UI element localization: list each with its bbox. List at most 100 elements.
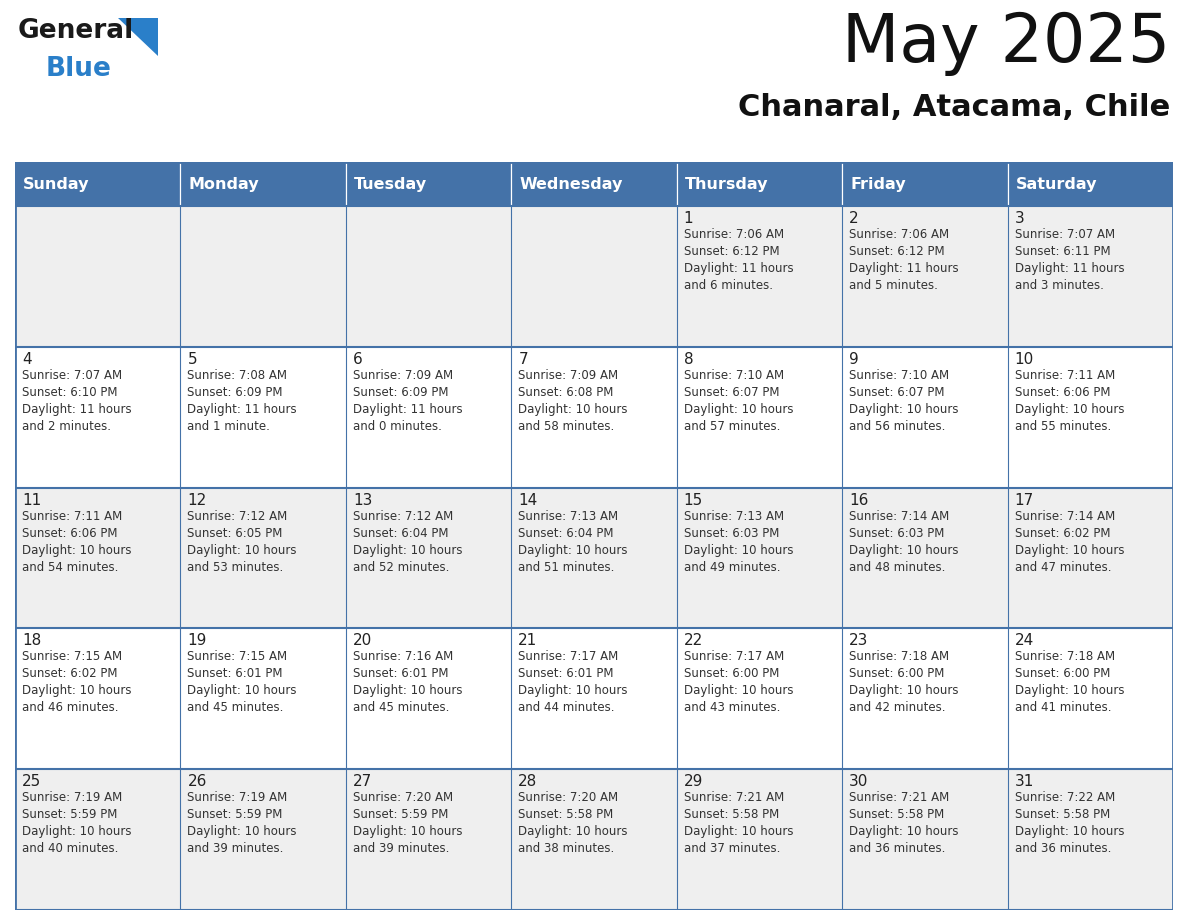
Text: Sunrise: 7:20 AM
Sunset: 5:59 PM
Daylight: 10 hours
and 39 minutes.: Sunrise: 7:20 AM Sunset: 5:59 PM Dayligh… — [353, 791, 462, 856]
Text: 8: 8 — [684, 352, 694, 367]
Text: Sunrise: 7:06 AM
Sunset: 6:12 PM
Daylight: 11 hours
and 6 minutes.: Sunrise: 7:06 AM Sunset: 6:12 PM Dayligh… — [684, 228, 794, 292]
Bar — [1007, 629, 1173, 769]
Text: Sunrise: 7:10 AM
Sunset: 6:07 PM
Daylight: 10 hours
and 57 minutes.: Sunrise: 7:10 AM Sunset: 6:07 PM Dayligh… — [684, 369, 794, 432]
Bar — [842, 347, 1007, 487]
Text: Sunrise: 7:19 AM
Sunset: 5:59 PM
Daylight: 10 hours
and 40 minutes.: Sunrise: 7:19 AM Sunset: 5:59 PM Dayligh… — [23, 791, 132, 856]
Text: Sunrise: 7:18 AM
Sunset: 6:00 PM
Daylight: 10 hours
and 41 minutes.: Sunrise: 7:18 AM Sunset: 6:00 PM Dayligh… — [1015, 650, 1124, 714]
Text: Sunrise: 7:18 AM
Sunset: 6:00 PM
Daylight: 10 hours
and 42 minutes.: Sunrise: 7:18 AM Sunset: 6:00 PM Dayligh… — [849, 650, 959, 714]
Text: Sunrise: 7:06 AM
Sunset: 6:12 PM
Daylight: 11 hours
and 5 minutes.: Sunrise: 7:06 AM Sunset: 6:12 PM Dayligh… — [849, 228, 959, 292]
Text: 24: 24 — [1015, 633, 1034, 648]
Text: Sunrise: 7:11 AM
Sunset: 6:06 PM
Daylight: 10 hours
and 55 minutes.: Sunrise: 7:11 AM Sunset: 6:06 PM Dayligh… — [1015, 369, 1124, 432]
Text: Friday: Friday — [851, 176, 905, 192]
Text: Saturday: Saturday — [1016, 176, 1097, 192]
Text: 4: 4 — [23, 352, 32, 367]
Text: Sunrise: 7:09 AM
Sunset: 6:09 PM
Daylight: 11 hours
and 0 minutes.: Sunrise: 7:09 AM Sunset: 6:09 PM Dayligh… — [353, 369, 462, 432]
Bar — [346, 769, 511, 910]
Bar — [677, 162, 842, 206]
Text: 12: 12 — [188, 493, 207, 508]
Text: 19: 19 — [188, 633, 207, 648]
Bar — [15, 629, 181, 769]
Polygon shape — [118, 18, 158, 56]
Text: 2: 2 — [849, 211, 859, 226]
Text: 28: 28 — [518, 774, 537, 789]
Bar — [181, 629, 346, 769]
Bar — [842, 769, 1007, 910]
Text: Sunrise: 7:19 AM
Sunset: 5:59 PM
Daylight: 10 hours
and 39 minutes.: Sunrise: 7:19 AM Sunset: 5:59 PM Dayligh… — [188, 791, 297, 856]
Text: 17: 17 — [1015, 493, 1034, 508]
Text: Sunrise: 7:13 AM
Sunset: 6:03 PM
Daylight: 10 hours
and 49 minutes.: Sunrise: 7:13 AM Sunset: 6:03 PM Dayligh… — [684, 509, 794, 574]
Text: 9: 9 — [849, 352, 859, 367]
Bar — [677, 347, 842, 487]
Text: 30: 30 — [849, 774, 868, 789]
Bar — [346, 162, 511, 206]
Text: 11: 11 — [23, 493, 42, 508]
Bar — [1007, 162, 1173, 206]
Text: Sunrise: 7:07 AM
Sunset: 6:10 PM
Daylight: 11 hours
and 2 minutes.: Sunrise: 7:07 AM Sunset: 6:10 PM Dayligh… — [23, 369, 132, 432]
Text: 14: 14 — [518, 493, 537, 508]
Bar — [181, 487, 346, 629]
Text: Sunrise: 7:10 AM
Sunset: 6:07 PM
Daylight: 10 hours
and 56 minutes.: Sunrise: 7:10 AM Sunset: 6:07 PM Dayligh… — [849, 369, 959, 432]
Text: 29: 29 — [684, 774, 703, 789]
Bar — [511, 487, 677, 629]
Bar — [1007, 487, 1173, 629]
Text: Sunrise: 7:21 AM
Sunset: 5:58 PM
Daylight: 10 hours
and 37 minutes.: Sunrise: 7:21 AM Sunset: 5:58 PM Dayligh… — [684, 791, 794, 856]
Text: Thursday: Thursday — [684, 176, 769, 192]
Bar — [842, 206, 1007, 347]
Text: 21: 21 — [518, 633, 537, 648]
Text: May 2025: May 2025 — [842, 10, 1170, 76]
Text: Monday: Monday — [189, 176, 259, 192]
Text: Tuesday: Tuesday — [354, 176, 426, 192]
Bar — [181, 206, 346, 347]
Bar — [346, 629, 511, 769]
Text: 26: 26 — [188, 774, 207, 789]
Text: 18: 18 — [23, 633, 42, 648]
Text: 25: 25 — [23, 774, 42, 789]
Bar — [677, 487, 842, 629]
Text: General: General — [18, 18, 134, 44]
Text: 16: 16 — [849, 493, 868, 508]
Bar — [842, 162, 1007, 206]
Bar — [842, 629, 1007, 769]
Text: 5: 5 — [188, 352, 197, 367]
Text: Sunrise: 7:17 AM
Sunset: 6:00 PM
Daylight: 10 hours
and 43 minutes.: Sunrise: 7:17 AM Sunset: 6:00 PM Dayligh… — [684, 650, 794, 714]
Text: Blue: Blue — [46, 56, 112, 82]
Text: Sunrise: 7:21 AM
Sunset: 5:58 PM
Daylight: 10 hours
and 36 minutes.: Sunrise: 7:21 AM Sunset: 5:58 PM Dayligh… — [849, 791, 959, 856]
Bar — [511, 206, 677, 347]
Text: Sunrise: 7:15 AM
Sunset: 6:01 PM
Daylight: 10 hours
and 45 minutes.: Sunrise: 7:15 AM Sunset: 6:01 PM Dayligh… — [188, 650, 297, 714]
Text: 10: 10 — [1015, 352, 1034, 367]
Text: Sunrise: 7:20 AM
Sunset: 5:58 PM
Daylight: 10 hours
and 38 minutes.: Sunrise: 7:20 AM Sunset: 5:58 PM Dayligh… — [518, 791, 627, 856]
Text: 23: 23 — [849, 633, 868, 648]
Text: Sunday: Sunday — [23, 176, 89, 192]
Bar — [15, 162, 181, 206]
Text: 13: 13 — [353, 493, 372, 508]
Bar — [181, 347, 346, 487]
Bar — [346, 347, 511, 487]
Text: 3: 3 — [1015, 211, 1024, 226]
Text: Sunrise: 7:14 AM
Sunset: 6:03 PM
Daylight: 10 hours
and 48 minutes.: Sunrise: 7:14 AM Sunset: 6:03 PM Dayligh… — [849, 509, 959, 574]
Bar — [15, 347, 181, 487]
Bar — [15, 206, 181, 347]
Bar — [15, 769, 181, 910]
Text: Sunrise: 7:16 AM
Sunset: 6:01 PM
Daylight: 10 hours
and 45 minutes.: Sunrise: 7:16 AM Sunset: 6:01 PM Dayligh… — [353, 650, 462, 714]
Text: Sunrise: 7:13 AM
Sunset: 6:04 PM
Daylight: 10 hours
and 51 minutes.: Sunrise: 7:13 AM Sunset: 6:04 PM Dayligh… — [518, 509, 627, 574]
Bar — [1007, 206, 1173, 347]
Text: 6: 6 — [353, 352, 362, 367]
Text: Sunrise: 7:08 AM
Sunset: 6:09 PM
Daylight: 11 hours
and 1 minute.: Sunrise: 7:08 AM Sunset: 6:09 PM Dayligh… — [188, 369, 297, 432]
Bar — [1007, 347, 1173, 487]
Text: 15: 15 — [684, 493, 703, 508]
Bar — [181, 162, 346, 206]
Text: 7: 7 — [518, 352, 527, 367]
Text: Sunrise: 7:12 AM
Sunset: 6:05 PM
Daylight: 10 hours
and 53 minutes.: Sunrise: 7:12 AM Sunset: 6:05 PM Dayligh… — [188, 509, 297, 574]
Text: Sunrise: 7:22 AM
Sunset: 5:58 PM
Daylight: 10 hours
and 36 minutes.: Sunrise: 7:22 AM Sunset: 5:58 PM Dayligh… — [1015, 791, 1124, 856]
Text: Sunrise: 7:07 AM
Sunset: 6:11 PM
Daylight: 11 hours
and 3 minutes.: Sunrise: 7:07 AM Sunset: 6:11 PM Dayligh… — [1015, 228, 1124, 292]
Bar — [511, 347, 677, 487]
Text: Wednesday: Wednesday — [519, 176, 623, 192]
Bar — [511, 769, 677, 910]
Bar — [677, 769, 842, 910]
Text: Sunrise: 7:15 AM
Sunset: 6:02 PM
Daylight: 10 hours
and 46 minutes.: Sunrise: 7:15 AM Sunset: 6:02 PM Dayligh… — [23, 650, 132, 714]
Text: Sunrise: 7:17 AM
Sunset: 6:01 PM
Daylight: 10 hours
and 44 minutes.: Sunrise: 7:17 AM Sunset: 6:01 PM Dayligh… — [518, 650, 627, 714]
Text: 22: 22 — [684, 633, 703, 648]
Bar — [1007, 769, 1173, 910]
Text: 31: 31 — [1015, 774, 1034, 789]
Text: 27: 27 — [353, 774, 372, 789]
